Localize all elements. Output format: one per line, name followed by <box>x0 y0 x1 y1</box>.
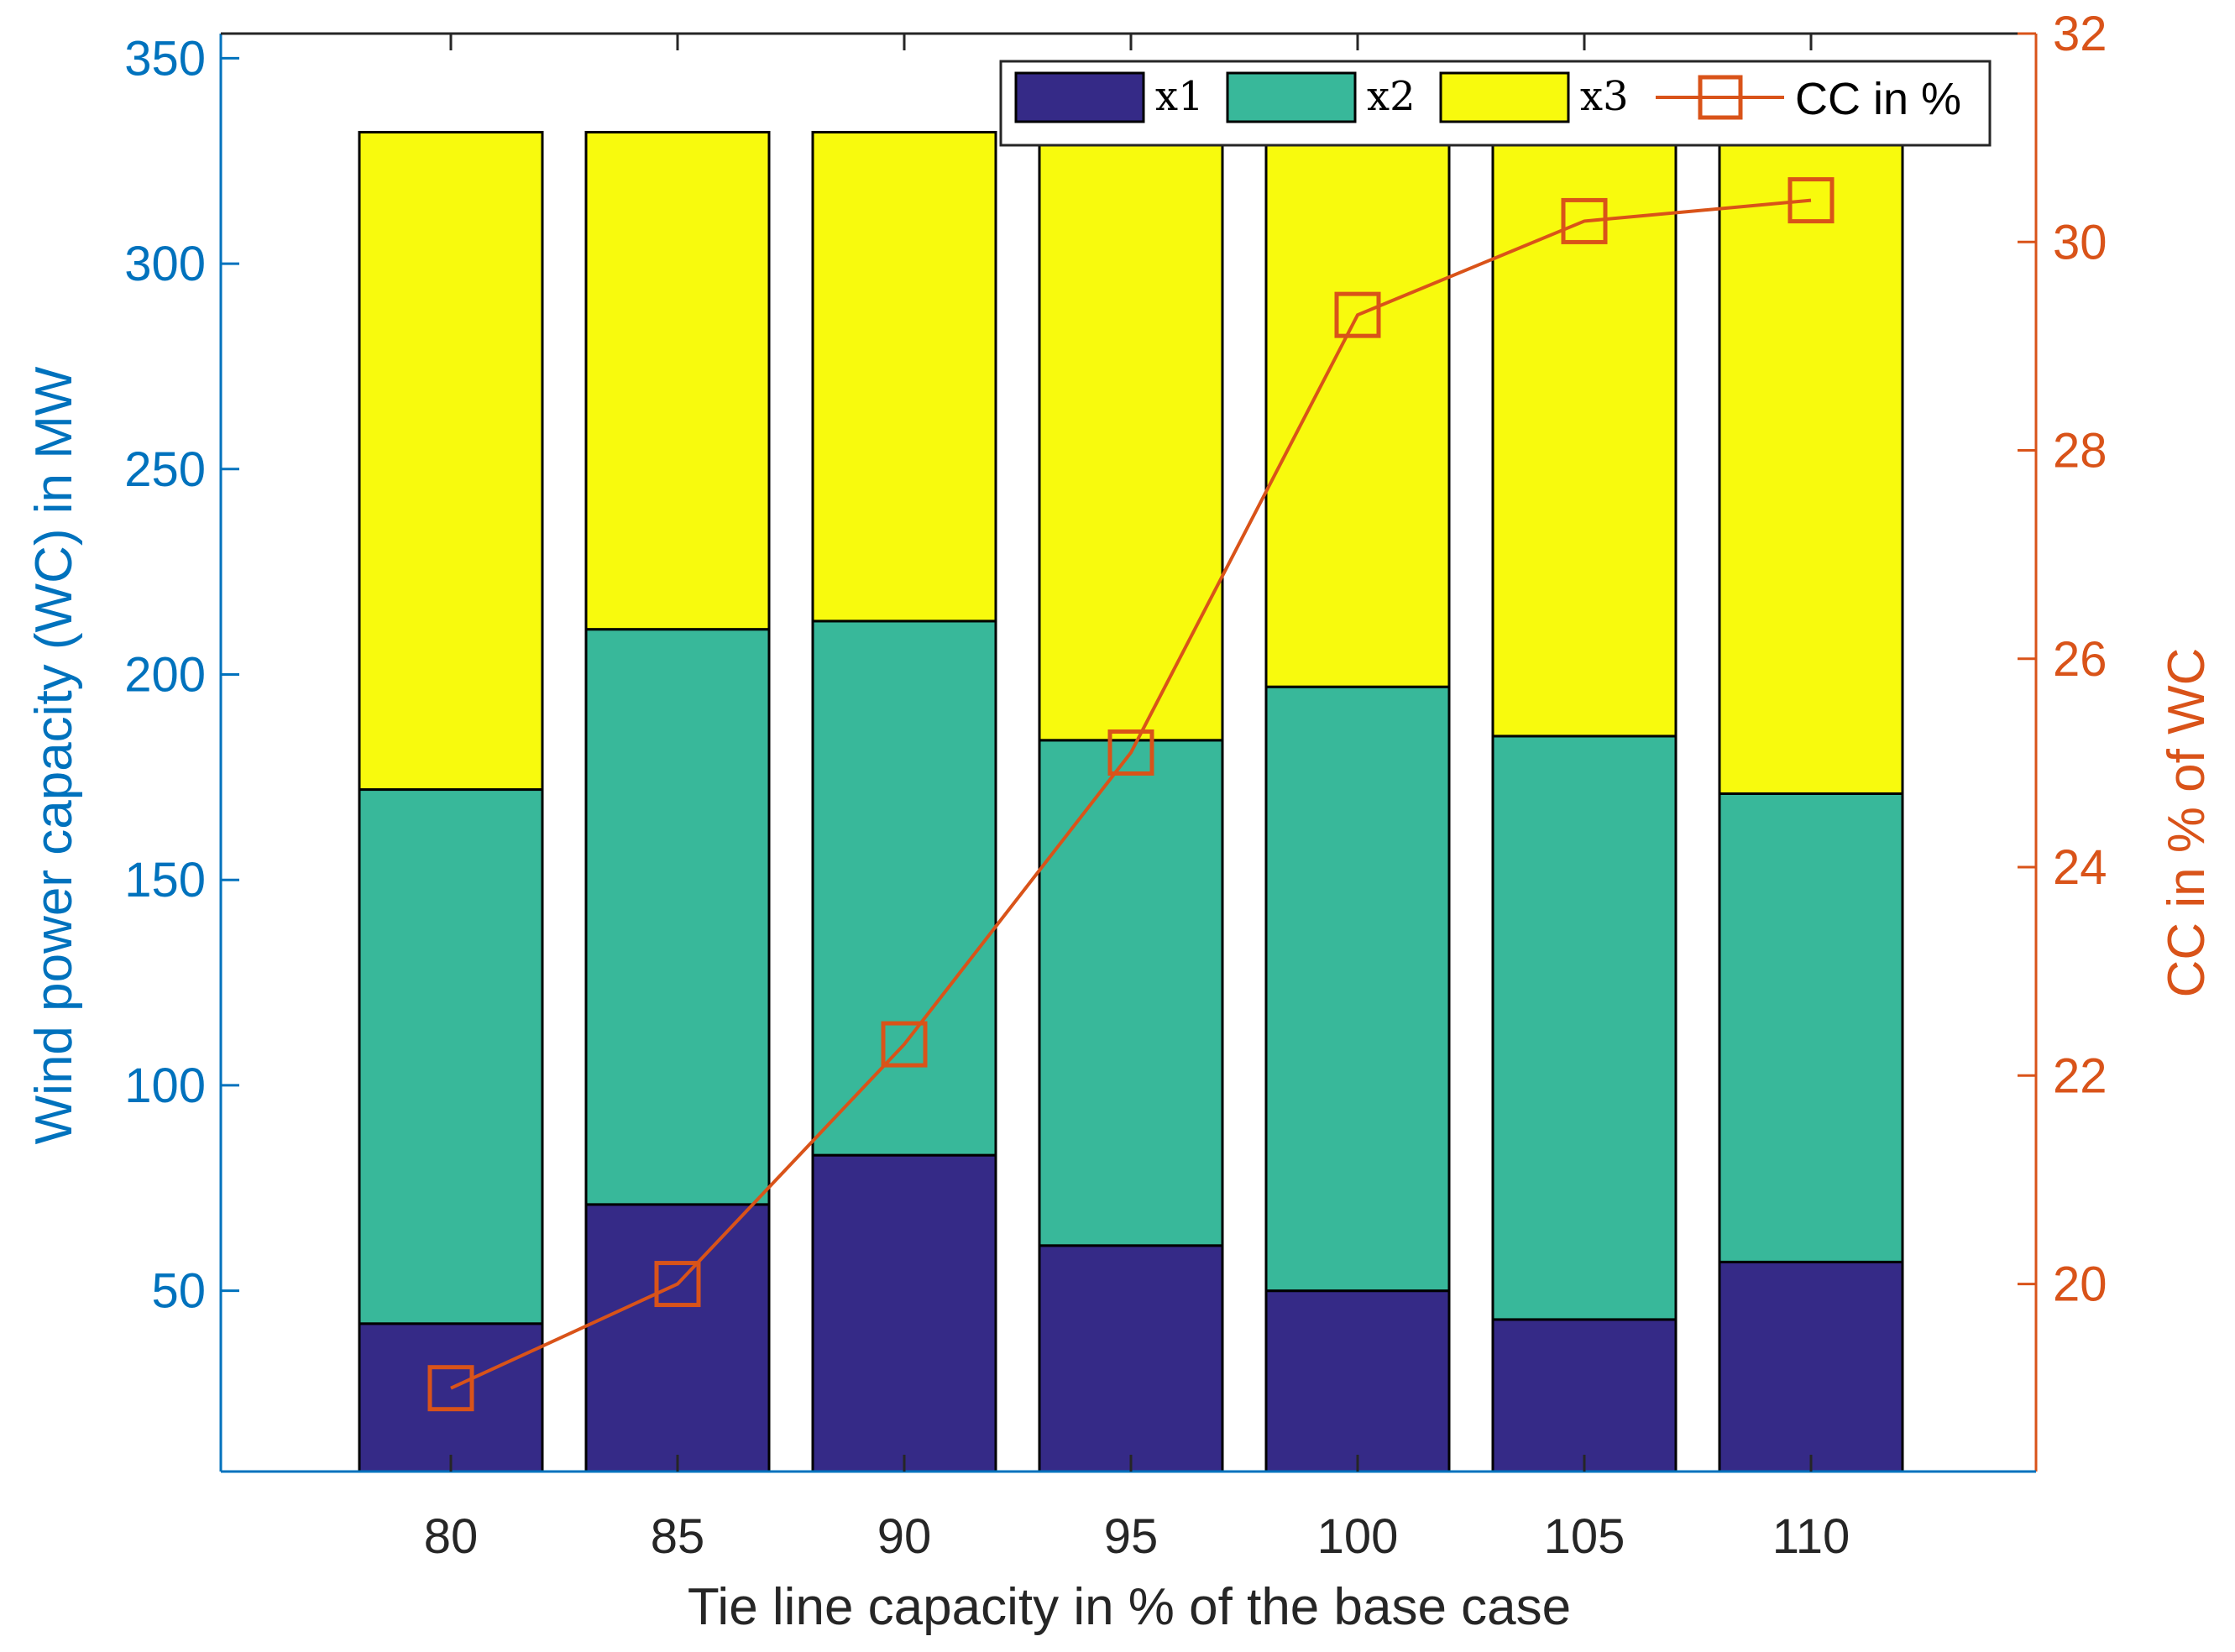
legend-label-x3: x3 <box>1580 73 1629 120</box>
bar-x3-105 <box>1491 130 1678 738</box>
legend-label-x1: x1 <box>1155 73 1204 120</box>
bar-x1-80 <box>358 1322 544 1473</box>
cc-line-layer <box>427 177 1835 1412</box>
bar-x2-80 <box>358 788 544 1325</box>
x-tick-label-90: 90 <box>877 1509 932 1564</box>
legend-label-cc: CC in % <box>1795 74 1961 124</box>
left-tick-label-150: 150 <box>124 853 206 907</box>
cc-marker-85 <box>654 1261 701 1308</box>
bars-layer <box>358 130 1904 1473</box>
legend-swatch-x3 <box>1439 71 1570 123</box>
bar-x3-80 <box>358 130 544 792</box>
axes-layer: 80 85 90 95 100 105 110 50 100 150 200 250 300 350 20 2… <box>124 7 2107 1564</box>
bar-x1-85 <box>584 1203 771 1473</box>
right-tick-label-22: 22 <box>2053 1048 2107 1103</box>
bar-x1-90 <box>811 1153 997 1473</box>
right-tick-label-26: 26 <box>2053 632 2107 687</box>
cc-marker-105 <box>1561 197 1608 244</box>
right-tick-label-30: 30 <box>2053 215 2107 269</box>
cc-marker-110 <box>1787 177 1835 224</box>
cc-marker-90 <box>881 1021 928 1068</box>
bar-x1-105 <box>1491 1318 1678 1473</box>
bar-x3-110 <box>1718 130 1904 795</box>
bar-x2-110 <box>1718 792 1904 1263</box>
bar-x2-105 <box>1491 735 1678 1321</box>
left-axis-title: Wind power capacity (WC) in MW <box>25 366 83 1144</box>
x-tick-label-80: 80 <box>424 1509 479 1564</box>
left-tick-label-200: 200 <box>124 648 206 703</box>
legend-label-x2: x2 <box>1367 73 1416 120</box>
x-tick-label-105: 105 <box>1544 1509 1625 1564</box>
bar-x3-100 <box>1264 130 1451 688</box>
left-tick-label-100: 100 <box>124 1059 206 1113</box>
bar-x2-90 <box>811 620 997 1157</box>
right-tick-label-32: 32 <box>2053 7 2107 61</box>
left-tick-label-300: 300 <box>124 237 206 291</box>
bar-x1-110 <box>1718 1260 1904 1473</box>
bar-x3-90 <box>811 130 997 623</box>
bar-x3-95 <box>1038 130 1224 742</box>
bar-x2-100 <box>1264 685 1451 1293</box>
legend-swatch-x2 <box>1226 71 1357 123</box>
left-tick-label-350: 350 <box>124 31 206 86</box>
bar-x3-85 <box>584 130 771 631</box>
left-tick-label-250: 250 <box>124 442 206 497</box>
bar-x2-85 <box>584 628 771 1206</box>
left-tick-label-50: 50 <box>151 1264 206 1319</box>
bar-x2-95 <box>1038 739 1224 1247</box>
right-tick-label-20: 20 <box>2053 1257 2107 1312</box>
x-tick-label-110: 110 <box>1772 1509 1850 1564</box>
right-axis-title: CC in % of WC <box>2158 648 2216 998</box>
bar-x1-100 <box>1264 1289 1451 1473</box>
x-tick-label-95: 95 <box>1104 1509 1159 1564</box>
cc-marker-80 <box>427 1365 474 1412</box>
legend: x1 x2 x3 CC in % <box>999 60 1992 147</box>
x-tick-label-100: 100 <box>1317 1509 1399 1564</box>
cc-line <box>450 198 1812 1390</box>
bar-x1-95 <box>1038 1244 1224 1473</box>
x-tick-label-85: 85 <box>651 1509 705 1564</box>
right-tick-label-24: 24 <box>2053 840 2107 895</box>
right-tick-label-28: 28 <box>2053 424 2107 478</box>
legend-marker-cc <box>1698 75 1743 120</box>
cc-marker-100 <box>1334 291 1381 338</box>
x-axis-title: Tie line capacity in % of the base case <box>688 1578 1571 1636</box>
legend-swatch-x1 <box>1014 71 1145 123</box>
cc-marker-95 <box>1107 729 1154 776</box>
